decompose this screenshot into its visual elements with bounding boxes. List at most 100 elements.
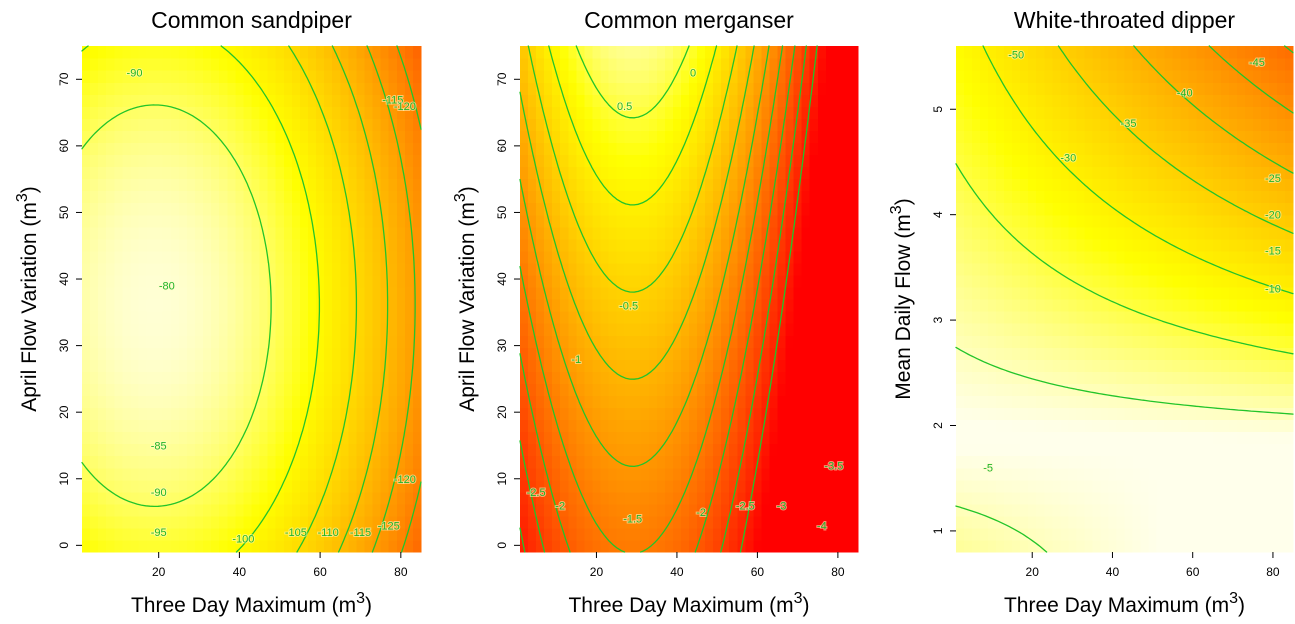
heat-cell	[1181, 179, 1190, 192]
heat-cell	[1125, 456, 1134, 469]
heat-cell	[697, 287, 706, 300]
heat-cell	[243, 215, 252, 228]
heat-cell	[195, 383, 204, 396]
heat-cell	[106, 359, 115, 372]
heat-cell	[1108, 419, 1117, 432]
heat-cell	[568, 227, 577, 240]
heat-cell	[130, 203, 139, 216]
heat-cell	[413, 395, 422, 408]
heat-cell	[147, 215, 156, 228]
heat-cell	[1068, 215, 1077, 228]
heat-cell	[737, 130, 746, 143]
heat-cell	[1044, 191, 1053, 204]
heat-cell	[268, 540, 277, 553]
heat-cell	[1020, 70, 1029, 83]
heat-cell	[1060, 444, 1069, 457]
heat-cell	[139, 118, 148, 131]
heat-cell	[308, 480, 317, 493]
heat-cell	[761, 359, 770, 372]
heat-cell	[972, 528, 981, 541]
heat-cell	[98, 504, 107, 517]
heat-cell	[568, 504, 577, 517]
heat-cell	[665, 407, 674, 420]
heat-cell	[980, 58, 989, 71]
heat-cell	[842, 251, 851, 264]
heat-cell	[1173, 359, 1182, 372]
heat-cell	[139, 432, 148, 445]
heat-cell	[340, 58, 349, 71]
heat-cell	[348, 118, 357, 131]
heat-cell	[810, 347, 819, 360]
heat-cell	[348, 58, 357, 71]
heat-cell	[1100, 227, 1109, 240]
heat-cell	[826, 371, 835, 384]
heat-cell	[1197, 456, 1206, 469]
heat-cell	[1173, 516, 1182, 529]
heat-cell	[252, 263, 261, 276]
heat-cell	[130, 287, 139, 300]
heat-cell	[1036, 142, 1045, 155]
heat-cell	[761, 468, 770, 481]
heat-cell	[139, 407, 148, 420]
heat-cell	[826, 70, 835, 83]
heat-cell	[769, 407, 778, 420]
heat-cell	[761, 516, 770, 529]
heat-cell	[219, 540, 228, 553]
heat-cell	[697, 227, 706, 240]
heat-cell	[1004, 432, 1013, 445]
heat-cell	[568, 46, 577, 59]
heat-cell	[1125, 203, 1134, 216]
heat-cell	[1004, 528, 1013, 541]
heat-cell	[956, 287, 965, 300]
heat-cell	[834, 480, 843, 493]
heat-cell	[544, 70, 553, 83]
heat-cell	[1181, 215, 1190, 228]
heat-cell	[1020, 419, 1029, 432]
heat-cell	[1076, 46, 1085, 59]
heat-cell	[1108, 263, 1117, 276]
heat-cell	[818, 323, 827, 336]
heat-cell	[1092, 347, 1101, 360]
heat-cell	[980, 540, 989, 553]
heat-cell	[276, 94, 285, 107]
heat-cell	[1084, 239, 1093, 252]
heat-cell	[324, 166, 333, 179]
heat-cell	[649, 263, 658, 276]
heat-cell	[1068, 492, 1077, 505]
heat-cell	[665, 492, 674, 505]
heat-cell	[980, 251, 989, 264]
heat-cell	[1004, 275, 1013, 288]
heat-cell	[1108, 142, 1117, 155]
heat-cell	[292, 215, 301, 228]
heat-cell	[114, 504, 123, 517]
heat-cell	[761, 492, 770, 505]
heat-cell	[130, 275, 139, 288]
heat-cell	[665, 432, 674, 445]
heat-cell	[1157, 540, 1166, 553]
heat-cell	[155, 154, 164, 167]
heat-cell	[761, 203, 770, 216]
heat-cell	[673, 58, 682, 71]
heat-cell	[1165, 468, 1174, 481]
heat-cell	[1036, 456, 1045, 469]
heat-cell	[1020, 323, 1029, 336]
heat-cell	[243, 492, 252, 505]
heat-cell	[300, 383, 309, 396]
heat-cell	[276, 311, 285, 324]
heat-cell	[786, 456, 795, 469]
heat-cell	[1100, 82, 1109, 95]
heat-cell	[1189, 468, 1198, 481]
x-axis-label-text: Three Day Maximum (m	[568, 594, 793, 617]
heat-cell	[284, 251, 293, 264]
heat-cell	[988, 215, 997, 228]
heat-cell	[689, 239, 698, 252]
heat-cell	[1125, 407, 1134, 420]
heat-cell	[332, 118, 341, 131]
heat-cell	[1004, 251, 1013, 264]
heat-cell	[292, 371, 301, 384]
heat-cell	[842, 275, 851, 288]
contour-label: -120	[394, 474, 416, 486]
heat-cell	[673, 528, 682, 541]
heat-cell	[171, 299, 180, 312]
heat-cell	[114, 468, 123, 481]
